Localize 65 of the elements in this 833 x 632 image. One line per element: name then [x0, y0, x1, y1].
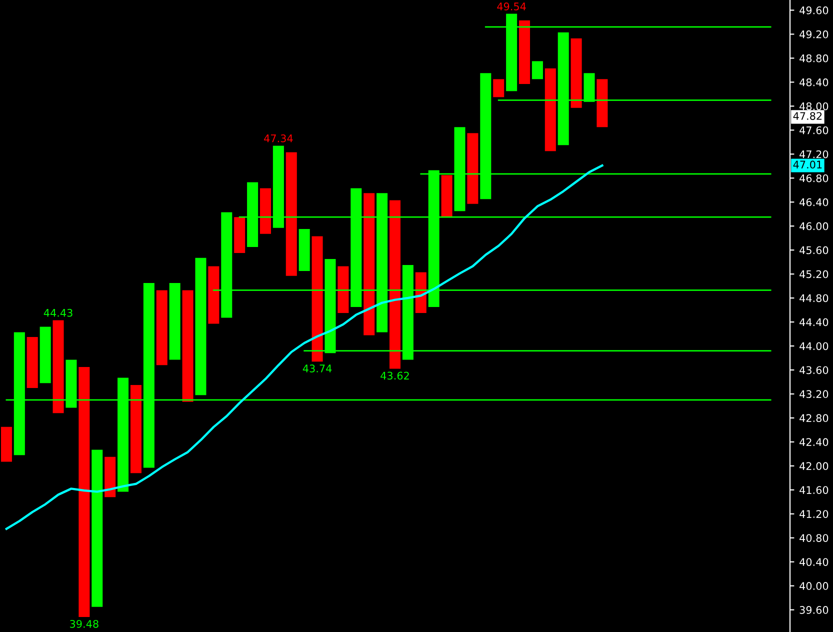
- bar: [364, 193, 375, 336]
- annotation: 43.62: [380, 372, 409, 380]
- y-tick-label: 41.60: [800, 486, 828, 494]
- bar: [441, 175, 452, 218]
- bar: [415, 272, 426, 313]
- bar: [156, 290, 168, 366]
- y-tick-label: 44.00: [800, 342, 828, 350]
- y-tick-label: 44.80: [800, 294, 828, 302]
- bar: [467, 133, 478, 204]
- line-series: [5, 164, 604, 530]
- bar: [92, 450, 103, 607]
- bar: [493, 79, 504, 98]
- y-tick-label: 48.40: [800, 78, 828, 86]
- y-tick-label: 40.80: [800, 534, 828, 542]
- y-tick-label: 45.60: [800, 246, 828, 254]
- y-tick-label: 46.80: [800, 174, 828, 182]
- y-tick-label: 48.00: [800, 102, 828, 110]
- text: 47.01: [793, 160, 822, 169]
- y-tick-label: 47.20: [800, 150, 828, 158]
- bar: [130, 384, 142, 474]
- y-tick-label: 43.20: [800, 390, 828, 398]
- annotation: 43.74: [302, 364, 332, 372]
- y-tick-label: 49.60: [800, 6, 828, 14]
- y-tick-label: 47.60: [800, 126, 828, 134]
- annotation: 44.43: [44, 308, 72, 317]
- bar: [234, 217, 246, 254]
- bar: [169, 283, 180, 360]
- annotation: 47.34: [264, 134, 293, 142]
- annotation: 49.54: [497, 2, 526, 10]
- bar: [182, 290, 194, 402]
- bar: [389, 200, 401, 369]
- y-tick-label: 42.80: [800, 414, 828, 422]
- bar: [544, 68, 556, 152]
- bar: [519, 20, 530, 84]
- bar: [532, 61, 543, 80]
- y-tick-label: 46.40: [800, 198, 828, 206]
- bar: [286, 152, 297, 276]
- bar: [570, 38, 582, 108]
- y-tick-label: 45.20: [800, 270, 828, 278]
- y-tick-label: 42.00: [800, 462, 828, 470]
- y-tick-label: 40.40: [800, 558, 828, 566]
- text: 47.82: [793, 112, 822, 120]
- y-tick-label: 39.60: [800, 606, 828, 614]
- y-tick-label: 41.20: [800, 510, 828, 518]
- y-tick-label: 43.60: [800, 366, 828, 374]
- bar: [208, 266, 220, 324]
- bar: [104, 456, 116, 498]
- bar: [338, 266, 349, 313]
- y-tick-label: 44.40: [800, 318, 828, 326]
- annotation: 39.48: [70, 620, 98, 628]
- bar: [78, 366, 90, 618]
- bar: [596, 79, 608, 128]
- bar: [312, 236, 323, 362]
- y-tick-label: 48.80: [800, 54, 828, 62]
- bar: [26, 336, 38, 388]
- bar: [298, 229, 310, 272]
- bar: [195, 258, 206, 396]
- y-tick-label: 40.00: [800, 582, 828, 590]
- bar: [0, 426, 12, 462]
- y-tick-label: 46.00: [800, 222, 828, 230]
- y-tick-label: 42.40: [800, 438, 828, 446]
- bar: [40, 326, 51, 384]
- y-tick-label: 49.20: [800, 30, 828, 38]
- bar: [52, 320, 64, 414]
- bar: [260, 188, 271, 234]
